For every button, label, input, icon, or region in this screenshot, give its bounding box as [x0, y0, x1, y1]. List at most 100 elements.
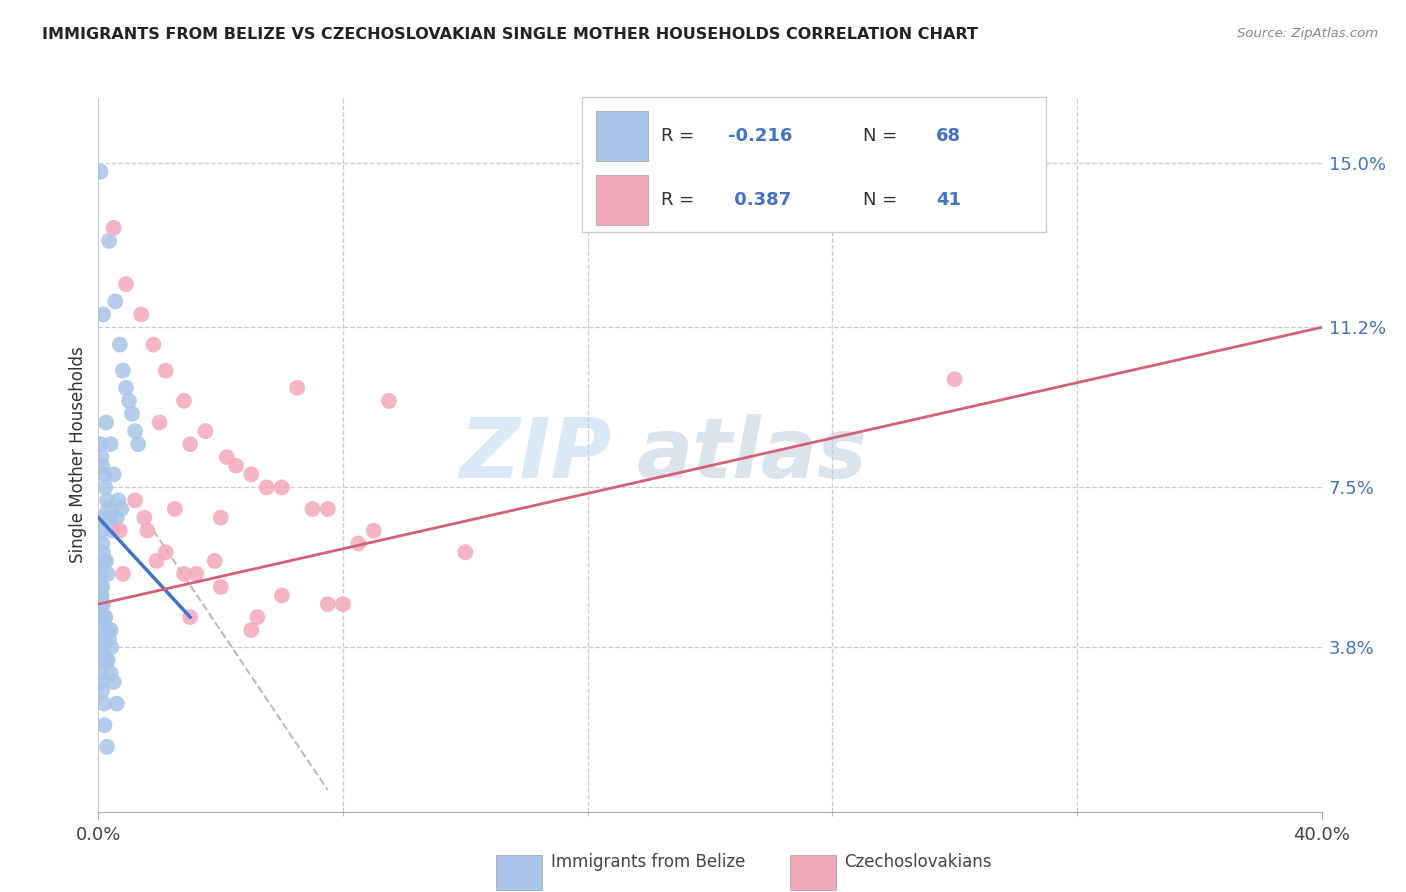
- Point: [96, 493, 118, 508]
- Point: [118, 393, 141, 408]
- Text: N =: N =: [863, 127, 903, 145]
- Point: [90, 589, 112, 603]
- Point: [100, 623, 122, 637]
- Text: ZIP: ZIP: [460, 415, 612, 495]
- Point: [115, 381, 138, 395]
- Point: [98, 510, 121, 524]
- Point: [316, 502, 339, 516]
- Y-axis label: Single Mother Households: Single Mother Households: [69, 347, 87, 563]
- Point: [101, 524, 124, 538]
- FancyBboxPatch shape: [596, 111, 648, 161]
- Point: [90, 589, 112, 603]
- Point: [270, 589, 294, 603]
- Point: [98, 632, 121, 646]
- Point: [93, 554, 115, 568]
- Point: [194, 424, 217, 438]
- Point: [111, 566, 134, 581]
- Point: [90, 589, 112, 603]
- Point: [105, 510, 128, 524]
- Point: [136, 524, 159, 538]
- Point: [89, 623, 111, 637]
- Point: [89, 566, 111, 581]
- Point: [316, 597, 339, 611]
- Point: [94, 480, 117, 494]
- FancyBboxPatch shape: [496, 855, 543, 890]
- Point: [332, 597, 354, 611]
- Text: R =: R =: [661, 127, 700, 145]
- Point: [91, 597, 114, 611]
- Point: [107, 493, 129, 508]
- Point: [209, 580, 232, 594]
- Point: [97, 566, 120, 581]
- Point: [89, 666, 111, 681]
- Point: [285, 381, 308, 395]
- Point: [363, 524, 385, 538]
- Point: [90, 554, 112, 568]
- Point: [256, 480, 278, 494]
- Point: [301, 502, 323, 516]
- Point: [124, 493, 146, 508]
- Point: [93, 718, 115, 732]
- Point: [270, 480, 294, 494]
- Point: [186, 566, 208, 581]
- Point: [96, 739, 118, 754]
- Point: [115, 277, 138, 291]
- Point: [454, 545, 477, 559]
- Point: [94, 610, 117, 624]
- Point: [155, 545, 177, 559]
- Point: [100, 666, 122, 681]
- Point: [378, 393, 401, 408]
- Text: N =: N =: [863, 191, 903, 209]
- Text: IMMIGRANTS FROM BELIZE VS CZECHOSLOVAKIAN SINGLE MOTHER HOUSEHOLDS CORRELATION C: IMMIGRANTS FROM BELIZE VS CZECHOSLOVAKIA…: [42, 27, 979, 42]
- Text: 68: 68: [936, 127, 962, 145]
- Point: [240, 623, 263, 637]
- Point: [179, 437, 201, 451]
- Point: [173, 566, 195, 581]
- Point: [91, 545, 114, 559]
- Point: [204, 554, 226, 568]
- Point: [121, 407, 143, 421]
- Text: Czechoslovakians: Czechoslovakians: [845, 853, 993, 871]
- Text: 41: 41: [936, 191, 962, 209]
- Point: [93, 632, 115, 646]
- Point: [90, 566, 112, 581]
- Point: [173, 393, 195, 408]
- Text: R =: R =: [661, 191, 700, 209]
- Point: [103, 220, 125, 235]
- Point: [93, 467, 115, 482]
- Point: [103, 467, 125, 482]
- FancyBboxPatch shape: [582, 96, 1046, 232]
- Point: [90, 675, 112, 690]
- Point: [89, 610, 111, 624]
- Point: [97, 502, 120, 516]
- Point: [90, 580, 112, 594]
- Point: [100, 437, 122, 451]
- Point: [129, 307, 152, 321]
- Point: [108, 337, 131, 351]
- Point: [94, 554, 117, 568]
- Point: [91, 683, 114, 698]
- Point: [163, 502, 186, 516]
- Point: [105, 697, 128, 711]
- Point: [91, 458, 114, 473]
- Point: [97, 623, 120, 637]
- Point: [91, 597, 114, 611]
- Point: [179, 610, 201, 624]
- Point: [90, 610, 112, 624]
- Point: [108, 524, 131, 538]
- Point: [97, 653, 120, 667]
- Point: [94, 610, 117, 624]
- Text: -0.216: -0.216: [728, 127, 793, 145]
- Point: [90, 645, 112, 659]
- Point: [209, 510, 232, 524]
- Point: [91, 536, 114, 550]
- Text: 0.387: 0.387: [728, 191, 792, 209]
- Text: Source: ZipAtlas.com: Source: ZipAtlas.com: [1237, 27, 1378, 40]
- Point: [215, 450, 238, 464]
- FancyBboxPatch shape: [790, 855, 837, 890]
- Point: [127, 437, 149, 451]
- Point: [149, 416, 172, 430]
- Point: [91, 580, 114, 594]
- Point: [97, 653, 120, 667]
- Point: [124, 424, 146, 438]
